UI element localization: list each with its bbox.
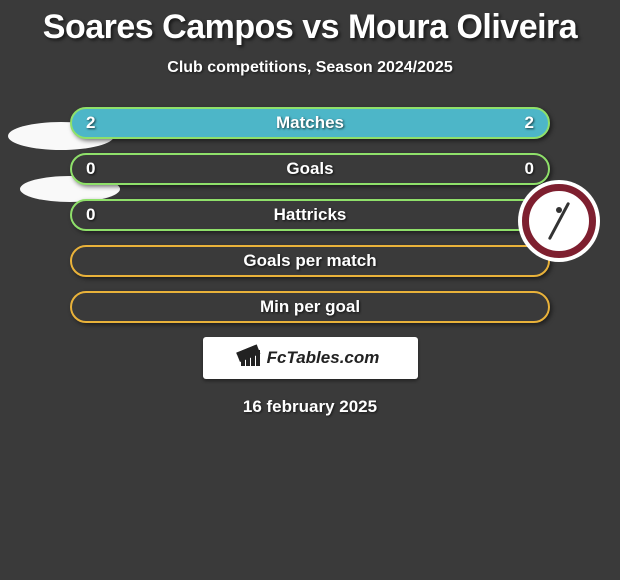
stat-right-value: 0	[525, 159, 534, 179]
page-title: Soares Campos vs Moura Oliveira	[0, 0, 620, 47]
date-text: 16 february 2025	[0, 397, 620, 417]
stat-left-value: 0	[86, 205, 95, 225]
stat-row: Min per goal	[70, 291, 550, 323]
stat-label: Matches	[276, 113, 344, 133]
club-badge	[518, 180, 600, 262]
brand-text: FcTables.com	[267, 348, 380, 368]
stat-row: Goals per match	[70, 245, 550, 277]
badge-inner	[535, 197, 583, 245]
badge-ring	[522, 184, 596, 258]
stat-row: 0Hattricks0	[70, 199, 550, 231]
stat-right-value: 2	[525, 113, 534, 133]
bar-chart-icon	[241, 350, 261, 366]
subtitle: Club competitions, Season 2024/2025	[0, 59, 620, 77]
stat-label: Goals per match	[243, 251, 376, 271]
stat-label: Min per goal	[260, 297, 360, 317]
stat-left-value: 0	[86, 159, 95, 179]
badge-dot-icon	[556, 207, 562, 213]
brand-badge: FcTables.com	[203, 337, 418, 379]
stat-row: 2 Matches 2	[70, 107, 550, 139]
stat-left-value: 2	[86, 113, 95, 133]
stats-container: 2Matches20Goals00Hattricks0Goals per mat…	[70, 107, 550, 323]
stat-label: Goals	[286, 159, 333, 179]
stat-row: 0 Goals 0	[70, 153, 550, 185]
stat-label: Hattricks	[274, 205, 347, 225]
